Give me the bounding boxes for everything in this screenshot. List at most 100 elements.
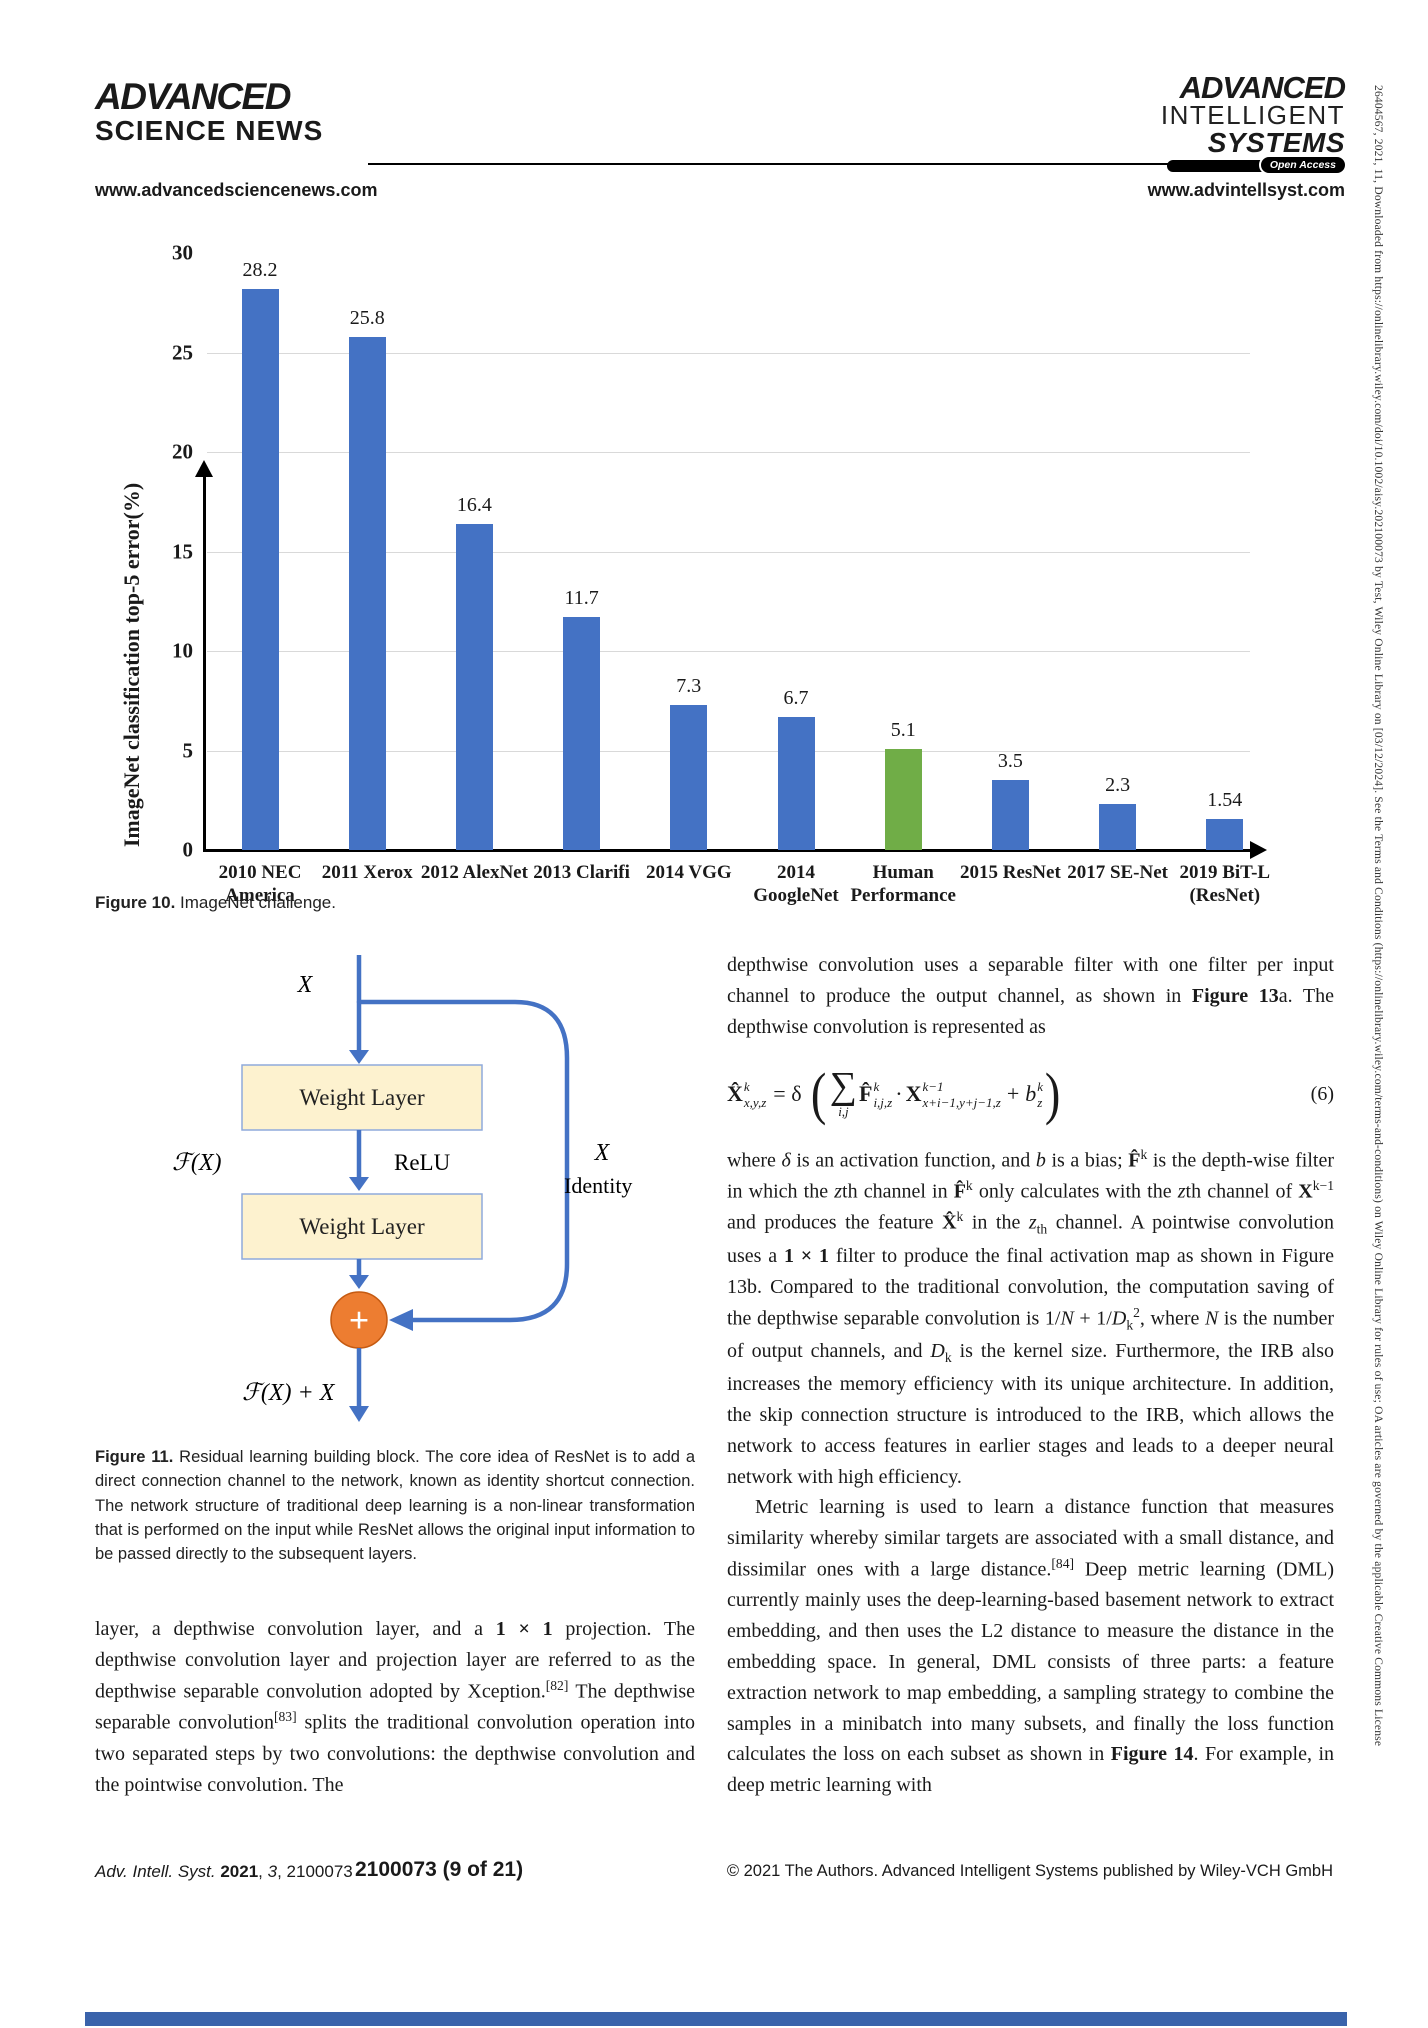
text-segment: N	[1204, 1307, 1219, 1330]
identity-skip-path	[356, 999, 570, 1323]
bar	[670, 704, 708, 850]
x-axis-arrowhead	[1250, 841, 1267, 859]
text-segment: a. The depthwise convolution is represen…	[727, 984, 1334, 1038]
skip-arrowhead-icon	[389, 1309, 413, 1331]
text-segment: k	[1140, 1146, 1148, 1162]
text-segment: k	[956, 1209, 964, 1225]
gridline	[207, 651, 1250, 652]
input-arrowhead-icon	[349, 1050, 369, 1064]
bar-value-label: 5.1	[890, 718, 916, 741]
eq-b-sup: k	[1037, 1078, 1044, 1094]
footer-copyright: © 2021 The Authors. Advanced Intelligent…	[726, 1862, 1333, 1880]
figure10-caption: Figure 10. ImageNet challenge.	[95, 893, 795, 913]
text-segment: 1 × 1	[783, 1245, 830, 1268]
text-segment: X̂	[942, 1212, 957, 1235]
weight-layer-1-label: Weight Layer	[299, 1085, 425, 1110]
weight-layer-2-label: Weight Layer	[299, 1214, 425, 1239]
figure11-caption: Figure 11. Residual learning building bl…	[95, 1445, 695, 1566]
right-paragraph-3: Metric learning is used to learn a dista…	[727, 1492, 1334, 1801]
y-tick-label: 15	[172, 539, 193, 563]
text-segment: F̂	[953, 1180, 966, 1203]
text-segment: Adv. Intell. Syst.	[95, 1862, 221, 1881]
relu-arrowhead-icon	[349, 1177, 369, 1191]
bar-value-label: 6.7	[783, 686, 809, 709]
footer-citation: Adv. Intell. Syst. 2021, 3, 2100073	[95, 1862, 353, 1882]
bar	[241, 288, 279, 850]
x-tick-label: 2014 GoogleNet	[753, 862, 839, 906]
text-segment: , 2100073	[277, 1862, 353, 1881]
y-tick-label: 5	[182, 738, 194, 762]
header-rule	[368, 163, 1180, 165]
x-tick-label: 2012 AlexNet	[420, 862, 528, 883]
text-segment: where	[727, 1149, 782, 1172]
bar-value-label: 16.4	[456, 493, 492, 516]
x-tick-label: 2014 VGG	[645, 862, 732, 883]
text-segment: [83]	[273, 1709, 297, 1725]
text-segment: [82]	[545, 1677, 569, 1693]
y-tick-label: 10	[172, 638, 193, 663]
bar-value-label: 11.7	[564, 587, 599, 610]
text-segment: and produces the feature	[727, 1212, 943, 1235]
x-tick-label: 2019 BiT-L (ResNet)	[1179, 862, 1271, 906]
plus-sign: +	[349, 1300, 370, 1340]
text-segment: ImageNet challenge.	[175, 893, 336, 912]
text-segment: The depthwise separable convolution	[95, 1680, 695, 1734]
text-segment: k−1	[1312, 1178, 1335, 1194]
bar	[777, 716, 815, 850]
eq-right-paren: )	[1045, 1061, 1061, 1127]
y-tick-label: 20	[172, 439, 193, 464]
y-axis-line	[203, 476, 206, 851]
bar-value-label: 28.2	[242, 258, 278, 281]
text-segment: 3	[267, 1862, 278, 1881]
text-segment: channel. A pointwise convolution uses a	[727, 1212, 1335, 1268]
text-segment: is the depth-wise filter in which the	[727, 1149, 1334, 1203]
text-segment: k	[944, 1350, 952, 1366]
text-segment: X	[1298, 1180, 1313, 1203]
advanced-intelligent-systems-logo: ADVANCED INTELLIGENT SYSTEMS Open Access	[1161, 70, 1347, 176]
text-segment: splits the traditional convolution opera…	[95, 1711, 695, 1796]
x-tick-label: 2015 ResNet	[960, 862, 1061, 883]
sigma-symbol: ∑	[829, 1064, 857, 1107]
left-column: Weight Layer Weight Layer + X ℱ(X) ReLU …	[95, 948, 695, 1820]
gridline	[207, 352, 1250, 354]
right-column: depthwise convolution uses a separable f…	[727, 950, 1334, 1801]
equation-number: (6)	[1310, 1082, 1334, 1105]
bar	[884, 748, 922, 850]
eq-b-base: b	[1025, 1081, 1037, 1107]
advanced-science-news-logo: ADVANCED SCIENCE NEWS	[95, 78, 323, 145]
text-segment: is the kernel size. Furthermore, the IRB…	[727, 1340, 1334, 1488]
text-segment: z	[1177, 1180, 1186, 1203]
text-segment: Metric learning is used to learn a dista…	[727, 1496, 1334, 1581]
y-tick-label: 0	[182, 837, 194, 862]
advintellsyst-url-link[interactable]: www.advintellsyst.com	[1147, 180, 1345, 200]
right-paragraph-2: where δ is an activation function, and b…	[727, 1145, 1334, 1493]
imagenet-bar-chart: ImageNet classification top-5 error(%) 0…	[0, 230, 1428, 906]
text-segment: . For example, in deep metric learning w…	[727, 1743, 1335, 1797]
eq-x-sup: k−1	[922, 1078, 944, 1094]
x-tick-label: 2013 Clarifi	[533, 862, 630, 883]
gridline	[207, 551, 1250, 553]
eq-equals-delta: = δ	[773, 1081, 802, 1107]
eq-plus: +	[1006, 1081, 1020, 1107]
text-segment: , where	[1139, 1307, 1205, 1330]
x-tick-label: Human Performance	[850, 862, 956, 906]
text-segment: k	[965, 1178, 973, 1194]
fx-label: ℱ(X)	[172, 1150, 222, 1176]
text-segment: δ	[781, 1149, 791, 1172]
weight-layer-1-box	[241, 1064, 483, 1131]
x-tick-label: 2010 NEC America	[218, 862, 302, 906]
text-segment: th channel in	[842, 1180, 954, 1203]
x-axis-line	[203, 849, 1253, 852]
open-access-bar: Open Access	[1167, 155, 1347, 176]
text-segment: k	[1126, 1317, 1134, 1333]
text-segment: 2021	[220, 1862, 259, 1881]
text-segment: only calculates with the	[972, 1180, 1178, 1203]
text-segment: D	[930, 1340, 945, 1363]
text-segment: filter to produce the final activation m…	[727, 1245, 1335, 1330]
text-segment: z	[834, 1180, 843, 1203]
advancedsciencenews-url-link[interactable]: www.advancedsciencenews.com	[95, 180, 378, 200]
logo-word-advanced-right: ADVANCED	[1179, 70, 1346, 105]
text-segment: 2	[1133, 1304, 1140, 1320]
weight-layer-2-box	[241, 1193, 483, 1260]
